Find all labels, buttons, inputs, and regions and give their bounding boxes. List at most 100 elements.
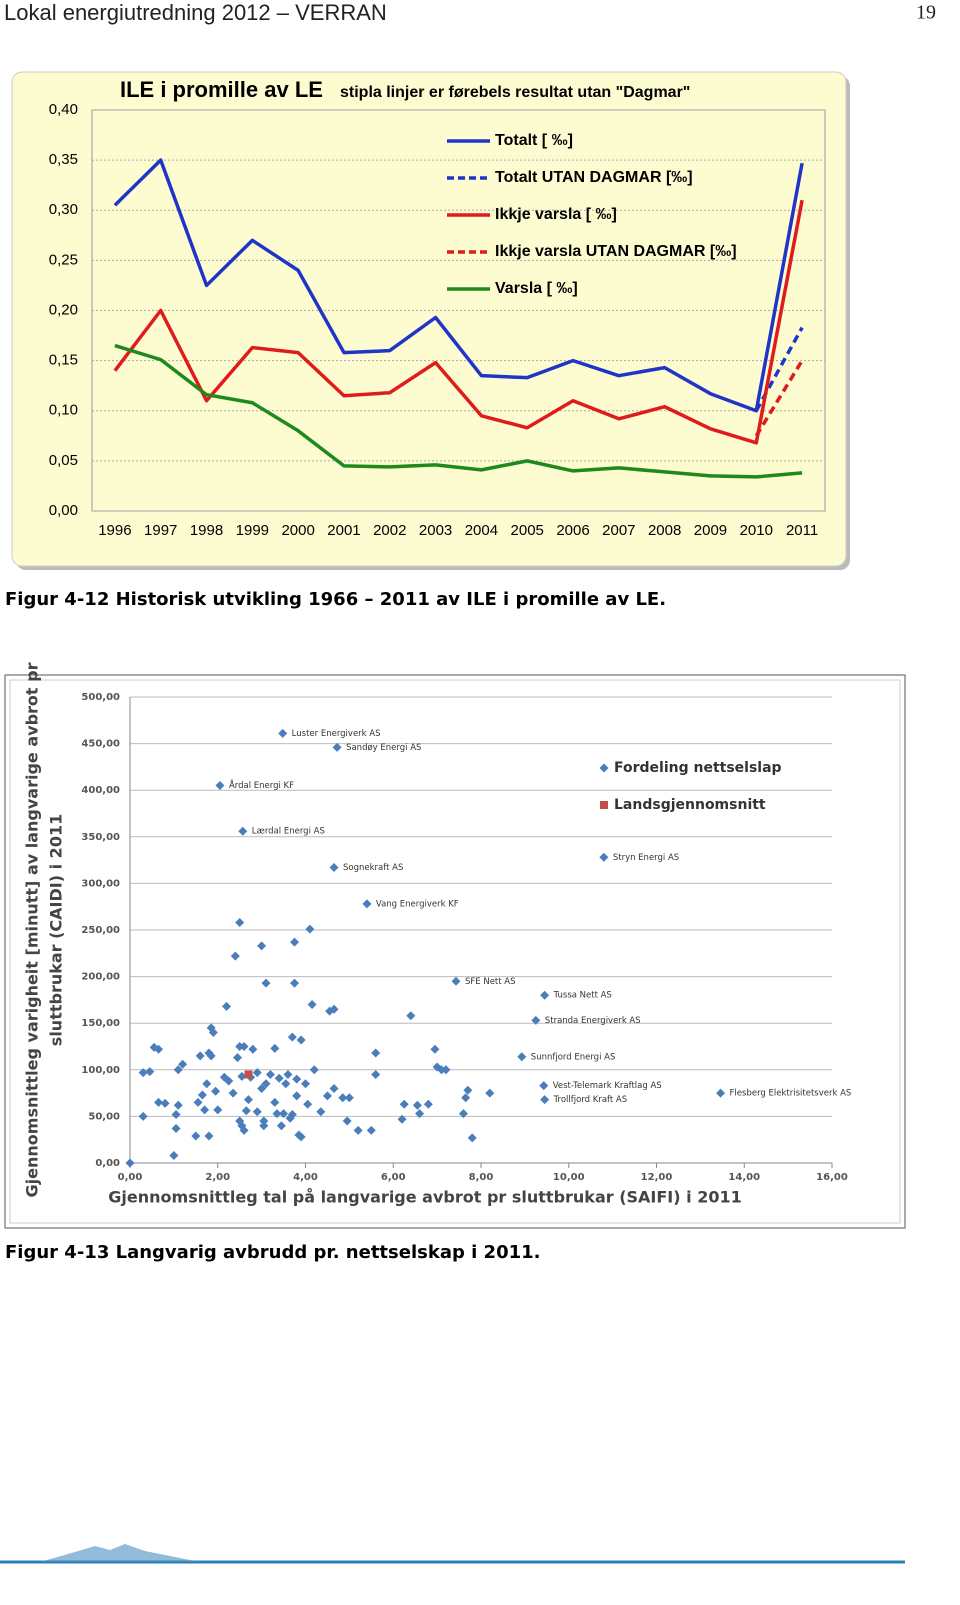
point	[243, 1095, 253, 1105]
point	[154, 1044, 164, 1054]
y-tick-label: 0,40	[49, 101, 78, 118]
point	[540, 990, 550, 1000]
point	[265, 1069, 275, 1079]
page-number: 19	[916, 2, 936, 24]
point	[169, 1151, 179, 1161]
x-tick-label: 2007	[602, 522, 635, 539]
point	[329, 1004, 339, 1014]
point	[215, 781, 225, 791]
point-label: Sandøy Energi AS	[346, 743, 421, 753]
point	[399, 1099, 409, 1109]
point	[252, 1107, 262, 1117]
point	[237, 1071, 247, 1081]
x-tick-label: 2001	[327, 522, 360, 539]
point	[252, 1068, 262, 1078]
y-tick-label: 0,00	[49, 502, 78, 519]
point	[290, 978, 300, 988]
y-tick-label: 0,20	[49, 301, 78, 318]
x-tick-label: 2010	[740, 522, 773, 539]
y-tick-label: 300,00	[81, 878, 120, 889]
legend-label: Varsla [ ‰]	[495, 280, 578, 297]
x-tick-label: 2009	[694, 522, 727, 539]
point	[171, 1110, 181, 1120]
point	[301, 1079, 310, 1089]
point-label: Flesberg Elektrisitetsverk AS	[730, 1089, 852, 1099]
point	[539, 1081, 549, 1091]
point	[211, 1086, 221, 1096]
point	[224, 1076, 234, 1086]
point-label: Stranda Energiverk AS	[545, 1016, 641, 1026]
x-tick-label: 2002	[373, 522, 406, 539]
point	[423, 1099, 433, 1109]
y-tick-label: 150,00	[81, 1018, 120, 1029]
x-tick-label: 2003	[419, 522, 452, 539]
x-tick-label: 16,00	[816, 1172, 848, 1183]
point-label: Luster Energiverk AS	[292, 729, 381, 739]
point	[270, 1097, 280, 1107]
point	[270, 1043, 280, 1053]
y-tick-label: 0,05	[49, 452, 78, 469]
x-tick-label: 2004	[465, 522, 498, 539]
point	[228, 1088, 238, 1098]
point	[191, 1131, 201, 1141]
point-label: Årdal Energi KF	[229, 779, 294, 791]
point	[248, 1044, 258, 1054]
footer-logo	[40, 1544, 200, 1562]
point	[344, 1093, 354, 1103]
point	[463, 1085, 473, 1095]
y-tick-label: 400,00	[81, 785, 120, 796]
point	[200, 1105, 210, 1115]
y-tick-label: 0,10	[49, 402, 78, 419]
x-tick-label: 0,00	[118, 1172, 143, 1183]
point	[178, 1059, 188, 1069]
x-tick-label: 4,00	[293, 1172, 318, 1183]
point	[309, 1065, 319, 1075]
point	[307, 1000, 317, 1010]
point	[485, 1088, 495, 1098]
point	[259, 1116, 269, 1126]
point	[296, 1132, 306, 1142]
point	[261, 1079, 271, 1089]
point	[276, 1121, 286, 1131]
point	[451, 976, 461, 986]
point	[222, 1001, 232, 1011]
legend-label: Ikkje varsla [ ‰]	[495, 206, 617, 223]
point-label: Tussa Nett AS	[553, 991, 612, 1001]
x-tick-label: 8,00	[469, 1172, 494, 1183]
point	[292, 1091, 302, 1101]
point	[281, 1079, 291, 1089]
legend-label: Totalt UTAN DAGMAR [‰]	[495, 169, 693, 186]
x-tick-label: 10,00	[553, 1172, 585, 1183]
series-line	[113, 158, 804, 413]
point-label: Lærdal Energi AS	[252, 827, 325, 837]
point	[274, 1073, 284, 1083]
point	[467, 1133, 477, 1143]
legend-label: Ikkje varsla UTAN DAGMAR [‰]	[495, 243, 737, 260]
point	[599, 852, 609, 862]
point	[154, 1097, 164, 1107]
point	[204, 1131, 214, 1141]
point	[239, 1125, 249, 1135]
series-line	[113, 199, 804, 445]
point	[531, 1015, 541, 1025]
point	[145, 1067, 155, 1077]
point-label: Vang Energiverk KF	[376, 899, 459, 909]
y-tick-label: 250,00	[81, 925, 120, 936]
chart-frame	[4, 674, 906, 1229]
caption: Figur 4-12 Historisk utvikling 1966 – 20…	[5, 589, 666, 610]
point	[540, 1095, 550, 1105]
point	[716, 1088, 726, 1098]
point	[353, 1125, 363, 1135]
point	[461, 1093, 471, 1103]
point	[160, 1098, 170, 1108]
y-tick-label: 100,00	[81, 1065, 120, 1076]
point	[244, 1070, 253, 1079]
point	[371, 1048, 381, 1058]
point	[272, 1109, 282, 1119]
point	[259, 1121, 269, 1131]
y-axis-title: Gjennomsnittleg varigheit [minutt] av la…	[23, 662, 42, 1197]
legend-label: Landsgjennomsnitt	[614, 797, 766, 813]
point	[366, 1125, 376, 1135]
point	[517, 1052, 527, 1062]
